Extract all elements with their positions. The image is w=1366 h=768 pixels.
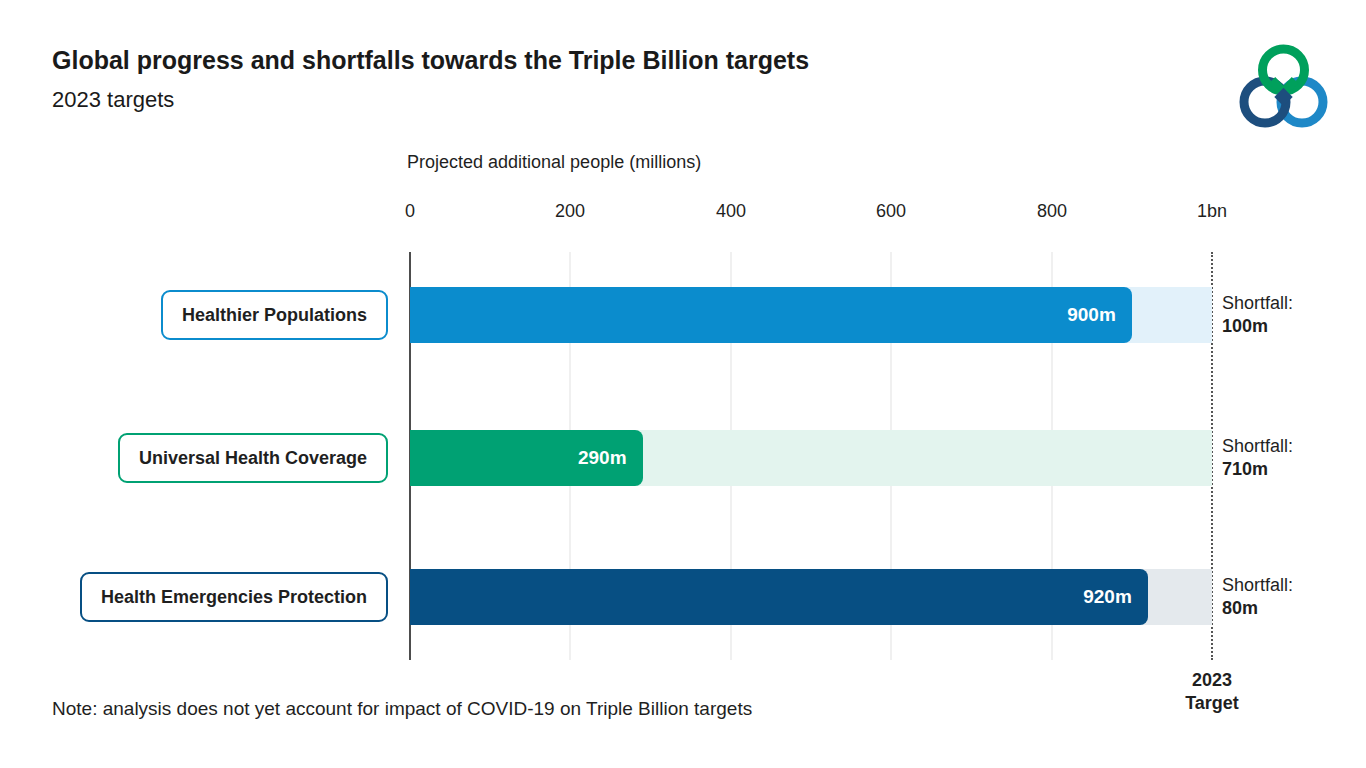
shortfall-label: Shortfall: 80m	[1222, 574, 1293, 620]
bar-row: 920m Health Emergencies Protection Short…	[0, 569, 1366, 625]
bar-value-label: 290m	[578, 447, 627, 469]
category-label-box: Healthier Populations	[161, 290, 388, 340]
bar-value-label: 900m	[1067, 304, 1116, 326]
progress-bar: 920m	[410, 569, 1148, 625]
progress-bar: 290m	[410, 430, 643, 486]
progress-bar: 900m	[410, 287, 1132, 343]
shortfall-value: 710m	[1222, 458, 1293, 481]
shortfall-prefix: Shortfall:	[1222, 435, 1293, 458]
shortfall-value: 80m	[1222, 597, 1293, 620]
bar-row: 900m Healthier Populations Shortfall: 10…	[0, 287, 1366, 343]
category-label-box: Health Emergencies Protection	[80, 572, 388, 622]
target-year-label: 2023 Target	[1152, 669, 1272, 716]
bar-value-label: 920m	[1083, 586, 1132, 608]
footnote: Note: analysis does not yet account for …	[52, 698, 752, 720]
category-label-box: Universal Health Coverage	[118, 433, 388, 483]
target-year: 2023	[1152, 669, 1272, 692]
target-word: Target	[1152, 692, 1272, 715]
bar-row: 290m Universal Health Coverage Shortfall…	[0, 430, 1366, 486]
triple-billion-rings-logo	[1234, 38, 1334, 140]
page-title: Global progress and shortfalls towards t…	[52, 46, 809, 75]
category-label: Healthier Populations	[182, 305, 367, 326]
x-tick-label: 1bn	[1167, 201, 1257, 222]
x-tick-label: 800	[1007, 201, 1097, 222]
category-label: Health Emergencies Protection	[101, 587, 367, 608]
category-label: Universal Health Coverage	[139, 448, 367, 469]
shortfall-value: 100m	[1222, 315, 1293, 338]
x-tick-label: 600	[846, 201, 936, 222]
x-tick-label: 200	[525, 201, 615, 222]
x-tick-label: 0	[365, 201, 455, 222]
axis-title: Projected additional people (millions)	[407, 152, 701, 173]
shortfall-prefix: Shortfall:	[1222, 292, 1293, 315]
infographic-page: Global progress and shortfalls towards t…	[0, 0, 1366, 768]
shortfall-label: Shortfall: 100m	[1222, 292, 1293, 338]
shortfall-label: Shortfall: 710m	[1222, 435, 1293, 481]
page-subtitle: 2023 targets	[52, 87, 174, 113]
shortfall-prefix: Shortfall:	[1222, 574, 1293, 597]
x-tick-label: 400	[686, 201, 776, 222]
